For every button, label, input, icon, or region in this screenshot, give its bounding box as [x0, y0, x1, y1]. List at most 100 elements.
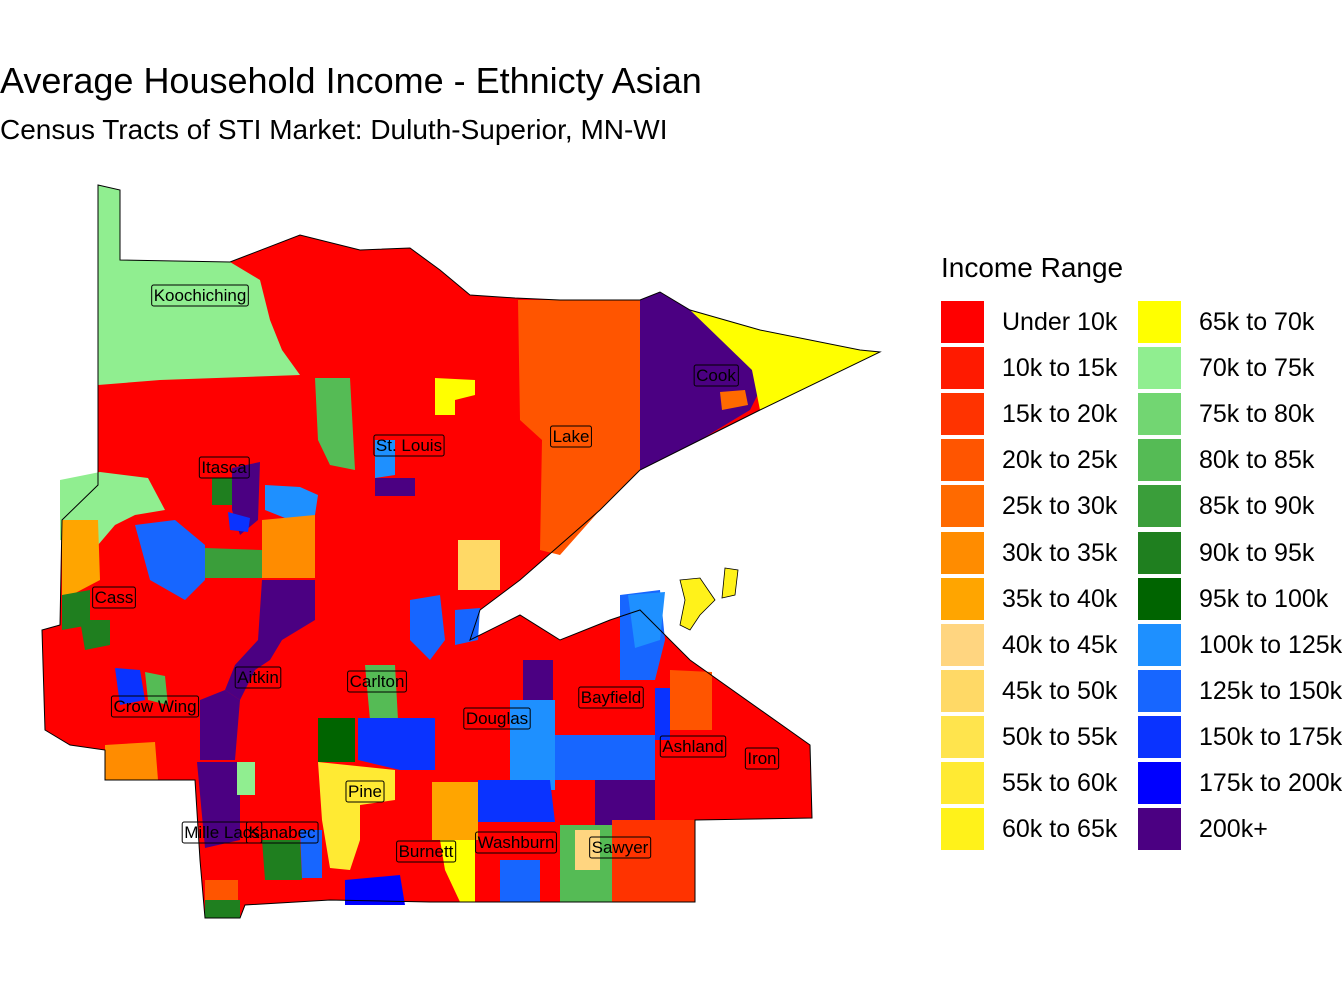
legend-item: 175k to 200k — [1138, 761, 1344, 807]
svg-text:St. Louis: St. Louis — [376, 436, 442, 455]
region-pine-dkgreen — [318, 718, 355, 762]
region-sawyer-purple — [595, 780, 655, 825]
legend-item: 70k to 75k — [1138, 346, 1344, 392]
legend-item: 85k to 90k — [1138, 484, 1344, 530]
region-itasca-navy — [228, 512, 250, 532]
legend-swatch — [941, 439, 984, 482]
county-labels: Koochiching Cook St. Louis Lake Itasca Cass Ai… — [92, 284, 780, 863]
legend-swatch — [1138, 623, 1181, 666]
region-pine-navy — [358, 718, 435, 770]
legend-swatch — [941, 762, 984, 804]
county-label-ashland: Ashland — [659, 735, 727, 758]
legend-item: 55k to 60k — [941, 761, 1161, 807]
legend-swatch — [1138, 347, 1181, 390]
region-itasca-orange2 — [262, 515, 315, 578]
region-duluth-yellow — [458, 540, 500, 590]
region-duluth-blue2 — [455, 608, 480, 645]
county-label-burnett: Burnett — [396, 840, 457, 863]
legend-label: 175k to 200k — [1199, 769, 1343, 797]
region-cass-green2 — [80, 620, 110, 650]
legend-label: 40k to 45k — [1002, 630, 1118, 659]
legend-item: 90k to 95k — [1138, 531, 1344, 577]
svg-text:Aitkin: Aitkin — [237, 668, 279, 687]
svg-text:Iron: Iron — [747, 749, 776, 768]
legend-item: 125k to 150k — [1138, 669, 1344, 715]
legend-label: 35k to 40k — [1002, 584, 1118, 613]
legend-label: 95k to 100k — [1199, 584, 1329, 613]
legend-label: 50k to 55k — [1002, 722, 1118, 751]
legend-item: 200k+ — [1138, 807, 1344, 853]
svg-text:Sawyer: Sawyer — [592, 838, 649, 857]
county-label-kanabec: Kanabec — [245, 821, 319, 844]
region-burnett-orange — [432, 782, 478, 840]
svg-text:Lake: Lake — [553, 427, 590, 446]
region-bayfield-blue3 — [628, 592, 665, 648]
svg-text:Burnett: Burnett — [399, 842, 454, 861]
legend-label: 200k+ — [1199, 815, 1268, 844]
legend-swatch — [941, 301, 984, 343]
region-duluth-blue — [410, 595, 445, 660]
legend-item: 60k to 65k — [941, 807, 1161, 853]
legend-swatch — [1138, 301, 1181, 343]
legend-label: 70k to 75k — [1199, 354, 1315, 383]
county-label-cass: Cass — [92, 586, 136, 609]
legend-label: 65k to 70k — [1199, 308, 1315, 336]
region-burnett-yellow — [440, 840, 475, 902]
county-label-crow-wing: Crow Wing — [110, 695, 200, 718]
legend-item: 80k to 85k — [1138, 438, 1344, 484]
legend-title: Income Range — [941, 252, 1124, 283]
region-washburn-navy — [478, 780, 555, 822]
county-label-sawyer: Sawyer — [589, 836, 652, 859]
legend-item: 40k to 45k — [941, 623, 1161, 669]
legend-item: 50k to 55k — [941, 715, 1161, 761]
region-washburn-blue — [500, 860, 540, 902]
legend-item: 35k to 40k — [941, 577, 1161, 623]
region-crowwing-orange — [105, 742, 158, 780]
legend-swatch — [941, 347, 984, 390]
legend-item: Under 10k — [941, 300, 1161, 346]
legend-label: 45k to 50k — [1002, 676, 1118, 705]
region-stlouis-yellow — [435, 378, 475, 415]
region-aitkin-purple — [225, 580, 315, 700]
svg-text:Pine: Pine — [348, 782, 382, 801]
county-label-lake: Lake — [550, 425, 592, 448]
region-kanabec-blue — [300, 830, 322, 878]
legend-swatch — [1138, 577, 1181, 620]
county-label-douglas: Douglas — [463, 707, 531, 730]
legend-swatch — [1138, 393, 1181, 436]
legend-swatch — [941, 485, 984, 528]
legend-label: 10k to 15k — [1002, 354, 1118, 383]
region-stlouis-purple — [375, 478, 415, 496]
region-cook-east — [690, 310, 880, 410]
region-kanabec-green — [262, 840, 302, 880]
legend-swatch — [941, 808, 984, 851]
legend-item: 95k to 100k — [1138, 577, 1344, 623]
region-douglas-blue — [510, 700, 555, 790]
region-crowwing-green — [145, 672, 168, 705]
region-pine-yellow — [318, 762, 395, 870]
legend-label: 30k to 35k — [1002, 538, 1118, 567]
legend-swatch — [1138, 762, 1181, 804]
region-bayfield-blue — [555, 735, 655, 780]
region-ashland-navy — [655, 688, 670, 740]
legend-label: 55k to 60k — [1002, 769, 1118, 797]
svg-text:Cass: Cass — [95, 588, 134, 607]
region-itasca-blue — [135, 520, 205, 600]
legend-swatch — [1138, 808, 1181, 851]
legend-swatch — [1138, 485, 1181, 528]
legend-swatch — [941, 623, 984, 666]
region-millelacs-purple — [197, 762, 240, 848]
legend-item: 30k to 35k — [941, 531, 1161, 577]
svg-text:Crow Wing: Crow Wing — [113, 697, 196, 716]
legend-label: 85k to 90k — [1199, 492, 1315, 521]
legend-item: 10k to 15k — [941, 346, 1161, 392]
legend-label: 60k to 65k — [1002, 815, 1118, 844]
county-label-itasca: Itasca — [198, 456, 250, 479]
region-itasca-dkgreen — [212, 478, 232, 505]
region-douglas-purple — [523, 660, 553, 700]
svg-text:Cook: Cook — [696, 366, 736, 385]
legend-label: 150k to 175k — [1199, 722, 1343, 751]
svg-text:Ashland: Ashland — [662, 737, 723, 756]
region-stlouis-green — [315, 378, 355, 470]
